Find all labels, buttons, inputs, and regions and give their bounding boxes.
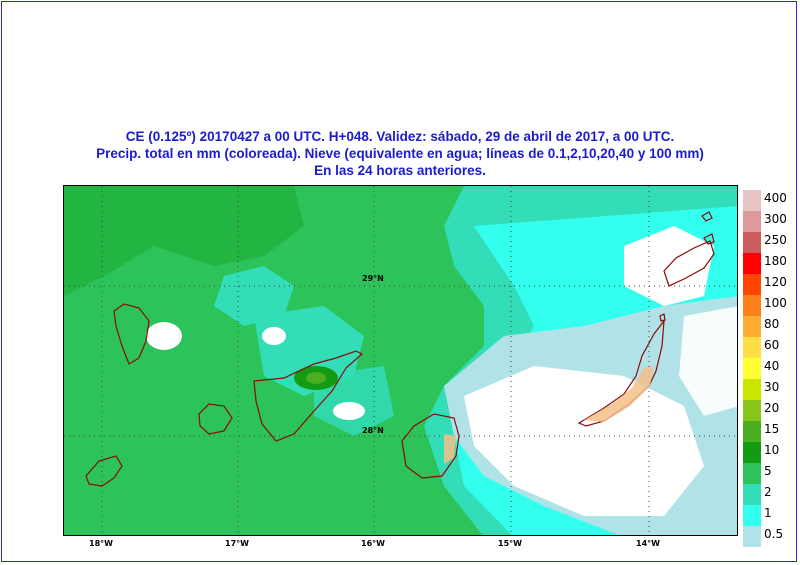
island-el-hierro bbox=[85, 455, 123, 487]
legend-item: 0.5 bbox=[743, 526, 799, 547]
precip-legend: 400 300 250 180 120 100 80 60 40 30 20 15 10 5 2 1 0.5 bbox=[743, 190, 799, 547]
precipitation-map bbox=[63, 185, 738, 536]
island-gran-canaria bbox=[401, 413, 460, 479]
legend-label: 250 bbox=[764, 233, 787, 247]
lon-label-15w: 15°W bbox=[498, 539, 522, 548]
legend-swatch bbox=[743, 274, 761, 295]
legend-label: 5 bbox=[764, 464, 772, 478]
legend-swatch bbox=[743, 253, 761, 274]
legend-item: 300 bbox=[743, 211, 799, 232]
legend-item: 5 bbox=[743, 463, 799, 484]
legend-label: 80 bbox=[764, 317, 780, 331]
legend-item: 250 bbox=[743, 232, 799, 253]
map-title-block: CE (0.125º) 20170427 a 00 UTC. H+048. Va… bbox=[0, 128, 800, 179]
legend-swatch bbox=[743, 379, 761, 400]
title-line-2: Precip. total en mm (coloreada). Nieve (… bbox=[96, 146, 704, 161]
island-lanzarote bbox=[663, 240, 715, 287]
legend-swatch bbox=[743, 295, 761, 316]
legend-swatch bbox=[743, 421, 761, 442]
title-line-3: En las 24 horas anteriores. bbox=[314, 163, 486, 178]
legend-item: 2 bbox=[743, 484, 799, 505]
precip-dry-tenerife-west bbox=[262, 327, 286, 345]
legend-swatch bbox=[743, 400, 761, 421]
legend-swatch bbox=[743, 484, 761, 505]
legend-swatch bbox=[743, 316, 761, 337]
legend-item: 20 bbox=[743, 400, 799, 421]
legend-item: 15 bbox=[743, 421, 799, 442]
island-tenerife bbox=[253, 350, 364, 442]
legend-label: 180 bbox=[764, 254, 787, 268]
legend-label: 400 bbox=[764, 191, 787, 205]
dry-land-fuerteventura bbox=[584, 366, 654, 422]
legend-label: 40 bbox=[764, 359, 780, 373]
lat-label-28n: 28°N bbox=[362, 426, 384, 435]
legend-swatch bbox=[743, 505, 761, 526]
legend-label: 20 bbox=[764, 401, 780, 415]
lon-label-14w: 14°W bbox=[636, 539, 660, 548]
legend-swatch bbox=[743, 190, 761, 211]
island-la-gomera bbox=[198, 403, 233, 435]
legend-label: 10 bbox=[764, 443, 780, 457]
legend-label: 120 bbox=[764, 275, 787, 289]
dry-land-gran-canaria bbox=[444, 434, 456, 464]
lon-label-18w: 18°W bbox=[89, 539, 113, 548]
legend-item: 400 bbox=[743, 190, 799, 211]
islet-lobos bbox=[659, 313, 666, 322]
lon-label-16w: 16°W bbox=[361, 539, 385, 548]
legend-item: 180 bbox=[743, 253, 799, 274]
title-line-1: CE (0.125º) 20170427 a 00 UTC. H+048. Va… bbox=[125, 129, 675, 144]
legend-label: 2 bbox=[764, 485, 772, 499]
legend-item: 1 bbox=[743, 505, 799, 526]
legend-swatch bbox=[743, 337, 761, 358]
legend-swatch bbox=[743, 232, 761, 253]
legend-label: 0.5 bbox=[764, 527, 784, 541]
legend-label: 300 bbox=[764, 212, 787, 226]
legend-item: 30 bbox=[743, 379, 799, 400]
precip-dry-tenerife-south bbox=[333, 402, 365, 420]
precip-area-dry-east bbox=[679, 306, 737, 416]
precipitation-map-svg bbox=[64, 186, 737, 535]
legend-swatch bbox=[743, 442, 761, 463]
graticule bbox=[64, 186, 737, 535]
legend-item: 100 bbox=[743, 295, 799, 316]
legend-swatch bbox=[743, 358, 761, 379]
legend-item: 80 bbox=[743, 316, 799, 337]
islet-alegranza bbox=[701, 211, 713, 222]
island-la-palma bbox=[113, 303, 150, 365]
legend-label: 30 bbox=[764, 380, 780, 394]
precip-area-10mm bbox=[64, 186, 304, 296]
lon-label-17w: 17°W bbox=[225, 539, 249, 548]
legend-label: 1 bbox=[764, 506, 772, 520]
lat-label-29n: 29°N bbox=[362, 274, 384, 283]
legend-label: 60 bbox=[764, 338, 780, 352]
precip-area-dry-south bbox=[464, 366, 704, 516]
legend-item: 60 bbox=[743, 337, 799, 358]
legend-swatch bbox=[743, 211, 761, 232]
legend-label: 15 bbox=[764, 422, 780, 436]
legend-label: 100 bbox=[764, 296, 787, 310]
legend-swatch bbox=[743, 526, 761, 547]
precip-dry-lapalma bbox=[146, 322, 182, 350]
legend-item: 10 bbox=[743, 442, 799, 463]
legend-item: 120 bbox=[743, 274, 799, 295]
precip-area-2mm-lapalma-east bbox=[214, 266, 294, 326]
islet-la-graciosa bbox=[703, 233, 715, 245]
precip-max-tenerife-core bbox=[306, 372, 326, 384]
legend-item: 40 bbox=[743, 358, 799, 379]
legend-swatch bbox=[743, 463, 761, 484]
